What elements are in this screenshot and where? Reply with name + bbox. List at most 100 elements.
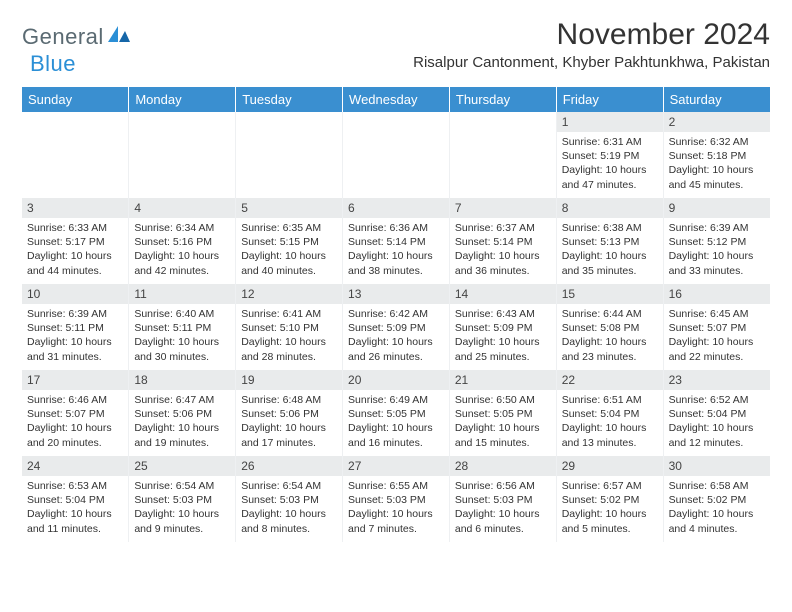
day-content: Sunrise: 6:32 AMSunset: 5:18 PMDaylight:… [664,132,770,196]
calendar-day-cell [343,112,450,198]
calendar-day-cell: 6Sunrise: 6:36 AMSunset: 5:14 PMDaylight… [343,198,450,284]
day-number: 17 [22,370,128,390]
day-content: Sunrise: 6:36 AMSunset: 5:14 PMDaylight:… [343,218,449,282]
day-number: 10 [22,284,128,304]
weekday-header: Sunday [22,87,129,112]
calendar-day-cell: 9Sunrise: 6:39 AMSunset: 5:12 PMDaylight… [663,198,770,284]
day-content: Sunrise: 6:33 AMSunset: 5:17 PMDaylight:… [22,218,128,282]
sunrise-text: Sunrise: 6:56 AM [455,479,551,493]
daylight-text: Daylight: 10 hours and 26 minutes. [348,335,444,363]
sunset-text: Sunset: 5:14 PM [348,235,444,249]
daylight-text: Daylight: 10 hours and 9 minutes. [134,507,230,535]
calendar-day-cell: 25Sunrise: 6:54 AMSunset: 5:03 PMDayligh… [129,456,236,542]
day-content: Sunrise: 6:56 AMSunset: 5:03 PMDaylight:… [450,476,556,540]
sunset-text: Sunset: 5:14 PM [455,235,551,249]
day-number: 3 [22,198,128,218]
daylight-text: Daylight: 10 hours and 25 minutes. [455,335,551,363]
sunset-text: Sunset: 5:11 PM [27,321,123,335]
sunrise-text: Sunrise: 6:58 AM [669,479,765,493]
sunrise-text: Sunrise: 6:49 AM [348,393,444,407]
sunrise-text: Sunrise: 6:31 AM [562,135,658,149]
sunset-text: Sunset: 5:09 PM [455,321,551,335]
day-number: 22 [557,370,663,390]
logo: General [22,24,132,50]
calendar-day-cell: 22Sunrise: 6:51 AMSunset: 5:04 PMDayligh… [556,370,663,456]
calendar-day-cell: 4Sunrise: 6:34 AMSunset: 5:16 PMDaylight… [129,198,236,284]
sunrise-text: Sunrise: 6:36 AM [348,221,444,235]
sunset-text: Sunset: 5:05 PM [348,407,444,421]
sunrise-text: Sunrise: 6:32 AM [669,135,765,149]
calendar-day-cell: 19Sunrise: 6:48 AMSunset: 5:06 PMDayligh… [236,370,343,456]
day-number: 2 [664,112,770,132]
sunrise-text: Sunrise: 6:48 AM [241,393,337,407]
sunrise-text: Sunrise: 6:40 AM [134,307,230,321]
sunset-text: Sunset: 5:02 PM [562,493,658,507]
daylight-text: Daylight: 10 hours and 36 minutes. [455,249,551,277]
day-number: 1 [557,112,663,132]
calendar-day-cell: 12Sunrise: 6:41 AMSunset: 5:10 PMDayligh… [236,284,343,370]
day-content: Sunrise: 6:45 AMSunset: 5:07 PMDaylight:… [664,304,770,368]
day-number: 24 [22,456,128,476]
sunrise-text: Sunrise: 6:38 AM [562,221,658,235]
daylight-text: Daylight: 10 hours and 44 minutes. [27,249,123,277]
day-content: Sunrise: 6:55 AMSunset: 5:03 PMDaylight:… [343,476,449,540]
weekday-header-row: Sunday Monday Tuesday Wednesday Thursday… [22,87,770,112]
calendar-day-cell: 8Sunrise: 6:38 AMSunset: 5:13 PMDaylight… [556,198,663,284]
daylight-text: Daylight: 10 hours and 13 minutes. [562,421,658,449]
calendar-week-row: 17Sunrise: 6:46 AMSunset: 5:07 PMDayligh… [22,370,770,456]
day-number: 12 [236,284,342,304]
daylight-text: Daylight: 10 hours and 20 minutes. [27,421,123,449]
daylight-text: Daylight: 10 hours and 22 minutes. [669,335,765,363]
sunset-text: Sunset: 5:08 PM [562,321,658,335]
sunset-text: Sunset: 5:11 PM [134,321,230,335]
day-content: Sunrise: 6:31 AMSunset: 5:19 PMDaylight:… [557,132,663,196]
day-number: 27 [343,456,449,476]
sunrise-text: Sunrise: 6:50 AM [455,393,551,407]
daylight-text: Daylight: 10 hours and 23 minutes. [562,335,658,363]
sunrise-text: Sunrise: 6:54 AM [241,479,337,493]
calendar-day-cell: 14Sunrise: 6:43 AMSunset: 5:09 PMDayligh… [449,284,556,370]
day-number: 15 [557,284,663,304]
calendar-day-cell: 13Sunrise: 6:42 AMSunset: 5:09 PMDayligh… [343,284,450,370]
sunset-text: Sunset: 5:10 PM [241,321,337,335]
daylight-text: Daylight: 10 hours and 7 minutes. [348,507,444,535]
sunset-text: Sunset: 5:13 PM [562,235,658,249]
day-number: 23 [664,370,770,390]
sunrise-text: Sunrise: 6:34 AM [134,221,230,235]
day-content: Sunrise: 6:39 AMSunset: 5:12 PMDaylight:… [664,218,770,282]
sunrise-text: Sunrise: 6:39 AM [669,221,765,235]
location-subtitle: Risalpur Cantonment, Khyber Pakhtunkhwa,… [413,54,770,71]
weekday-header: Tuesday [236,87,343,112]
sunrise-text: Sunrise: 6:52 AM [669,393,765,407]
day-number: 8 [557,198,663,218]
sunrise-text: Sunrise: 6:51 AM [562,393,658,407]
day-number: 28 [450,456,556,476]
sunset-text: Sunset: 5:04 PM [669,407,765,421]
day-content: Sunrise: 6:35 AMSunset: 5:15 PMDaylight:… [236,218,342,282]
daylight-text: Daylight: 10 hours and 11 minutes. [27,507,123,535]
sunrise-text: Sunrise: 6:39 AM [27,307,123,321]
sunset-text: Sunset: 5:02 PM [669,493,765,507]
calendar-day-cell [22,112,129,198]
sunset-text: Sunset: 5:19 PM [562,149,658,163]
daylight-text: Daylight: 10 hours and 17 minutes. [241,421,337,449]
day-content: Sunrise: 6:48 AMSunset: 5:06 PMDaylight:… [236,390,342,454]
calendar-day-cell: 27Sunrise: 6:55 AMSunset: 5:03 PMDayligh… [343,456,450,542]
calendar-week-row: 1Sunrise: 6:31 AMSunset: 5:19 PMDaylight… [22,112,770,198]
calendar-day-cell: 7Sunrise: 6:37 AMSunset: 5:14 PMDaylight… [449,198,556,284]
sunset-text: Sunset: 5:07 PM [669,321,765,335]
calendar-day-cell: 16Sunrise: 6:45 AMSunset: 5:07 PMDayligh… [663,284,770,370]
triangle-icon [108,26,130,49]
daylight-text: Daylight: 10 hours and 6 minutes. [455,507,551,535]
daylight-text: Daylight: 10 hours and 28 minutes. [241,335,337,363]
calendar-day-cell: 1Sunrise: 6:31 AMSunset: 5:19 PMDaylight… [556,112,663,198]
sunrise-text: Sunrise: 6:33 AM [27,221,123,235]
day-content: Sunrise: 6:46 AMSunset: 5:07 PMDaylight:… [22,390,128,454]
daylight-text: Daylight: 10 hours and 5 minutes. [562,507,658,535]
calendar-day-cell: 23 Sunrise: 6:52 AMSunset: 5:04 PMDayligh… [663,370,770,456]
calendar-day-cell: 21Sunrise: 6:50 AMSunset: 5:05 PMDayligh… [449,370,556,456]
daylight-text: Daylight: 10 hours and 12 minutes. [669,421,765,449]
calendar-day-cell: 2Sunrise: 6:32 AMSunset: 5:18 PMDaylight… [663,112,770,198]
day-number: 30 [664,456,770,476]
calendar-day-cell: 20Sunrise: 6:49 AMSunset: 5:05 PMDayligh… [343,370,450,456]
